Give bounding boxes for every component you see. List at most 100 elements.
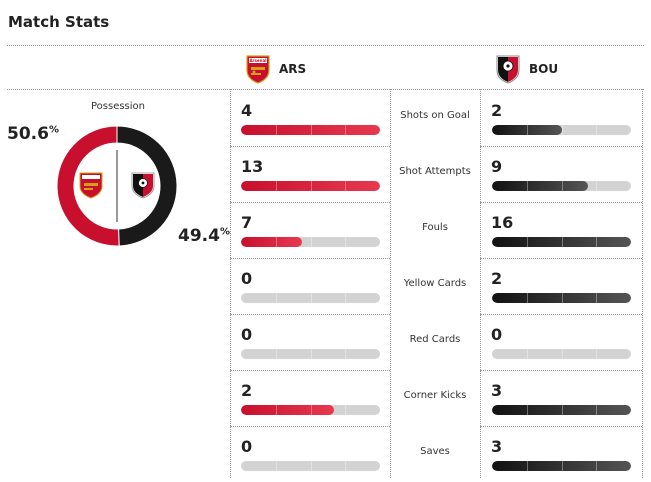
bar-segment-tick — [275, 461, 277, 471]
stat-label: Saves — [420, 446, 450, 457]
stat-label: Red Cards — [409, 334, 461, 345]
stat-label: Corner Kicks — [403, 390, 467, 401]
away-stat-bar — [492, 349, 631, 359]
bar-segment-tick — [526, 405, 528, 415]
home-stat-value: 0 — [241, 437, 253, 456]
bar-segment-tick — [275, 293, 277, 303]
bar-segment-tick — [561, 405, 563, 415]
bar-segment-tick — [345, 237, 347, 247]
stat-label: Yellow Cards — [403, 278, 467, 289]
bar-segment-tick — [345, 461, 347, 471]
away-stat-bar-fill — [492, 237, 631, 247]
bar-segment-tick — [561, 349, 563, 359]
away-stat-bar — [492, 181, 631, 191]
away-stat-bar — [492, 125, 631, 135]
stats-left-divider — [230, 89, 231, 478]
arsenal-crest-icon: Arsenal — [246, 55, 270, 84]
home-stat-bar — [241, 125, 380, 135]
row-divider — [480, 314, 642, 315]
away-stat-bar-fill — [492, 125, 562, 135]
row-divider — [230, 426, 390, 427]
row-divider — [480, 146, 642, 147]
bar-segment-tick — [275, 237, 277, 247]
match-stats-title: Match Stats — [8, 13, 110, 31]
stat-row: 0 Saves 3 — [230, 426, 642, 482]
away-possession-value: 49.4% — [178, 226, 230, 246]
bar-segment-tick — [310, 237, 312, 247]
row-divider — [230, 370, 390, 371]
away-stat-value: 0 — [491, 325, 503, 344]
bar-segment-tick — [275, 405, 277, 415]
away-stat-bar — [492, 293, 631, 303]
stats-mid-left-divider — [390, 89, 391, 478]
teams-divider — [7, 89, 644, 90]
row-divider — [230, 258, 390, 259]
donut-bournemouth-crest-icon — [131, 172, 155, 199]
home-possession-number: 50.6 — [7, 124, 49, 144]
home-stat-value: 0 — [241, 269, 253, 288]
bar-segment-tick — [310, 405, 312, 415]
possession-label: Possession — [90, 101, 146, 112]
home-stat-value: 13 — [241, 157, 264, 176]
bournemouth-crest-icon — [496, 55, 520, 84]
bar-segment-tick — [526, 293, 528, 303]
bar-segment-tick — [275, 125, 277, 135]
bar-segment-tick — [596, 349, 598, 359]
away-stat-bar — [492, 461, 631, 471]
away-possession-percent: % — [219, 226, 230, 238]
stat-row: 2 Corner Kicks 3 — [230, 370, 642, 426]
home-stat-bar-fill — [241, 237, 303, 247]
bar-segment-tick — [275, 349, 277, 359]
stat-row: 0 Red Cards 0 — [230, 314, 642, 370]
home-stat-bar-fill — [241, 125, 380, 135]
away-stat-value: 2 — [491, 269, 503, 288]
away-stat-bar-fill — [492, 293, 631, 303]
row-divider — [480, 370, 642, 371]
bar-segment-tick — [561, 181, 563, 191]
bar-segment-tick — [310, 181, 312, 191]
home-team-header: Arsenal ARS — [245, 53, 306, 85]
away-stat-value: 2 — [491, 101, 503, 120]
home-stat-bar — [241, 181, 380, 191]
away-stat-bar-fill — [492, 405, 631, 415]
bar-segment-tick — [345, 405, 347, 415]
bar-segment-tick — [596, 125, 598, 135]
home-stat-bar — [241, 349, 380, 359]
bar-segment-tick — [526, 349, 528, 359]
home-possession-percent: % — [48, 124, 59, 136]
stats-right-divider — [642, 89, 643, 478]
bar-segment-tick — [596, 461, 598, 471]
arsenal-crest-text: Arsenal — [249, 58, 267, 63]
home-stat-value: 7 — [241, 213, 253, 232]
bar-segment-tick — [310, 125, 312, 135]
bar-segment-tick — [310, 349, 312, 359]
bar-segment-tick — [345, 293, 347, 303]
row-divider — [230, 202, 390, 203]
row-divider — [230, 146, 390, 147]
away-stat-value: 9 — [491, 157, 503, 176]
away-stat-value: 16 — [491, 213, 514, 232]
home-possession-value: 50.6% — [7, 124, 59, 144]
bar-segment-tick — [561, 237, 563, 247]
stat-label: Shots on Goal — [400, 110, 470, 121]
donut-arsenal-crest-icon — [79, 172, 103, 199]
bar-segment-tick — [596, 405, 598, 415]
bar-segment-tick — [596, 237, 598, 247]
stat-label: Shot Attempts — [399, 166, 471, 177]
away-team-header: BOU — [495, 53, 558, 85]
possession-donut — [57, 126, 177, 246]
bar-segment-tick — [310, 461, 312, 471]
away-stat-bar-fill — [492, 181, 588, 191]
home-stat-bar-fill — [241, 181, 380, 191]
bar-segment-tick — [526, 461, 528, 471]
away-stat-bar — [492, 237, 631, 247]
row-divider — [480, 202, 642, 203]
home-stat-bar — [241, 237, 380, 247]
home-stat-value: 2 — [241, 381, 253, 400]
bar-segment-tick — [561, 125, 563, 135]
header-divider — [7, 45, 644, 46]
stats-mid-right-divider — [480, 89, 481, 478]
away-team-abbr: BOU — [529, 62, 559, 76]
home-stat-bar — [241, 461, 380, 471]
away-stat-bar — [492, 405, 631, 415]
